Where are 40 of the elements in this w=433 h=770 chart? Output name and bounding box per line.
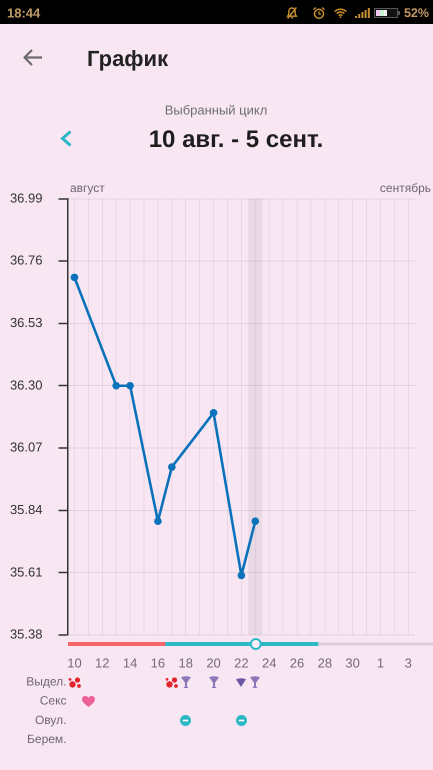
point (251, 517, 260, 526)
y-tick-label: 36.53 (10, 315, 42, 330)
x-tick-label: 3 (404, 655, 412, 670)
chart-subtitle: Выбранный цикл (164, 102, 268, 118)
y-tick-label: 35.38 (10, 626, 42, 642)
chart-title: График (87, 46, 168, 71)
x-tick-label: 26 (290, 655, 304, 670)
point (238, 572, 246, 580)
text: 18:44 (7, 5, 40, 20)
x-tick-label: 10 (67, 655, 82, 670)
x-tick-label: 18 (178, 655, 193, 670)
text: Секс (40, 694, 66, 708)
y-tick-label: 36.30 (10, 377, 42, 392)
y-tick-label: 36.99 (10, 190, 42, 206)
text: 10 авг. - 5 сент. (148, 126, 324, 153)
text: Овул. (34, 712, 66, 727)
point (112, 382, 120, 390)
x-tick-label: 16 (150, 655, 166, 670)
x-tick-label: 1 (376, 655, 384, 670)
y-tick-label: 36.76 (10, 252, 42, 268)
x-tick-label: 22 (234, 655, 249, 670)
x-tick-label: 14 (122, 655, 138, 670)
y-tick-label: 35.61 (10, 564, 42, 580)
text: август (70, 181, 106, 196)
text: сентябрь (380, 181, 431, 196)
x-tick-label: 12 (95, 655, 110, 670)
point (154, 517, 162, 526)
text: Выдел. (26, 674, 66, 688)
point (70, 274, 78, 282)
y-tick-label: 35.84 (10, 502, 42, 517)
y-tick-label: 36.07 (10, 440, 42, 455)
x-tick-label: 24 (262, 655, 276, 670)
text: Берем. (27, 732, 66, 746)
point (126, 382, 134, 390)
x-tick-label: 28 (318, 655, 332, 670)
point (168, 463, 176, 471)
point (210, 409, 218, 417)
text: 52% (404, 5, 429, 20)
x-tick-label: 20 (206, 655, 221, 670)
x-tick-label: 30 (345, 655, 360, 670)
